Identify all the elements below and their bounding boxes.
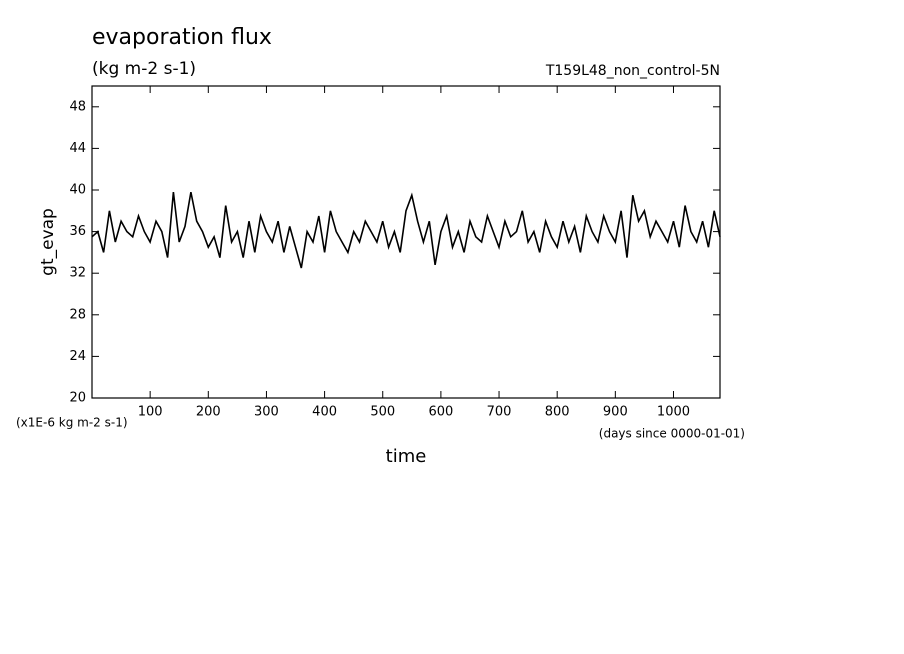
y-scale-note: (x1E-6 kg m-2 s-1): [16, 416, 128, 430]
data-line: [91, 191, 721, 269]
chart-subtitle: (kg m-2 s-1): [92, 59, 196, 79]
x-tick-label: 800: [545, 405, 570, 420]
y-tick-label: 32: [69, 266, 86, 281]
plot-frame: [91, 85, 721, 399]
x-unit-note: (days since 0000-01-01): [599, 427, 745, 441]
experiment-label: T159L48_non_control-5N: [545, 63, 720, 79]
y-tick-label: 20: [69, 391, 86, 406]
x-tick-label: 100: [138, 405, 163, 420]
x-tick-label: 1000: [657, 405, 690, 420]
y-tick-label: 36: [69, 224, 86, 239]
x-tick-label: 300: [254, 405, 279, 420]
x-tick-label: 600: [428, 405, 453, 420]
y-tick-label: 28: [69, 307, 86, 322]
y-tick-label: 44: [69, 141, 86, 156]
y-axis-label: gt_evap: [38, 208, 58, 276]
x-tick-label: 900: [603, 405, 628, 420]
x-tick-label: 200: [196, 405, 221, 420]
x-axis-label: time: [386, 446, 427, 467]
x-tick-label: 400: [312, 405, 337, 420]
y-tick-label: 24: [69, 349, 86, 364]
x-tick-label: 500: [370, 405, 395, 420]
y-tick-label: 40: [69, 183, 86, 198]
y-tick-label: 48: [69, 99, 86, 114]
chart-title: evaporation flux: [92, 25, 272, 50]
x-tick-label: 700: [487, 405, 512, 420]
